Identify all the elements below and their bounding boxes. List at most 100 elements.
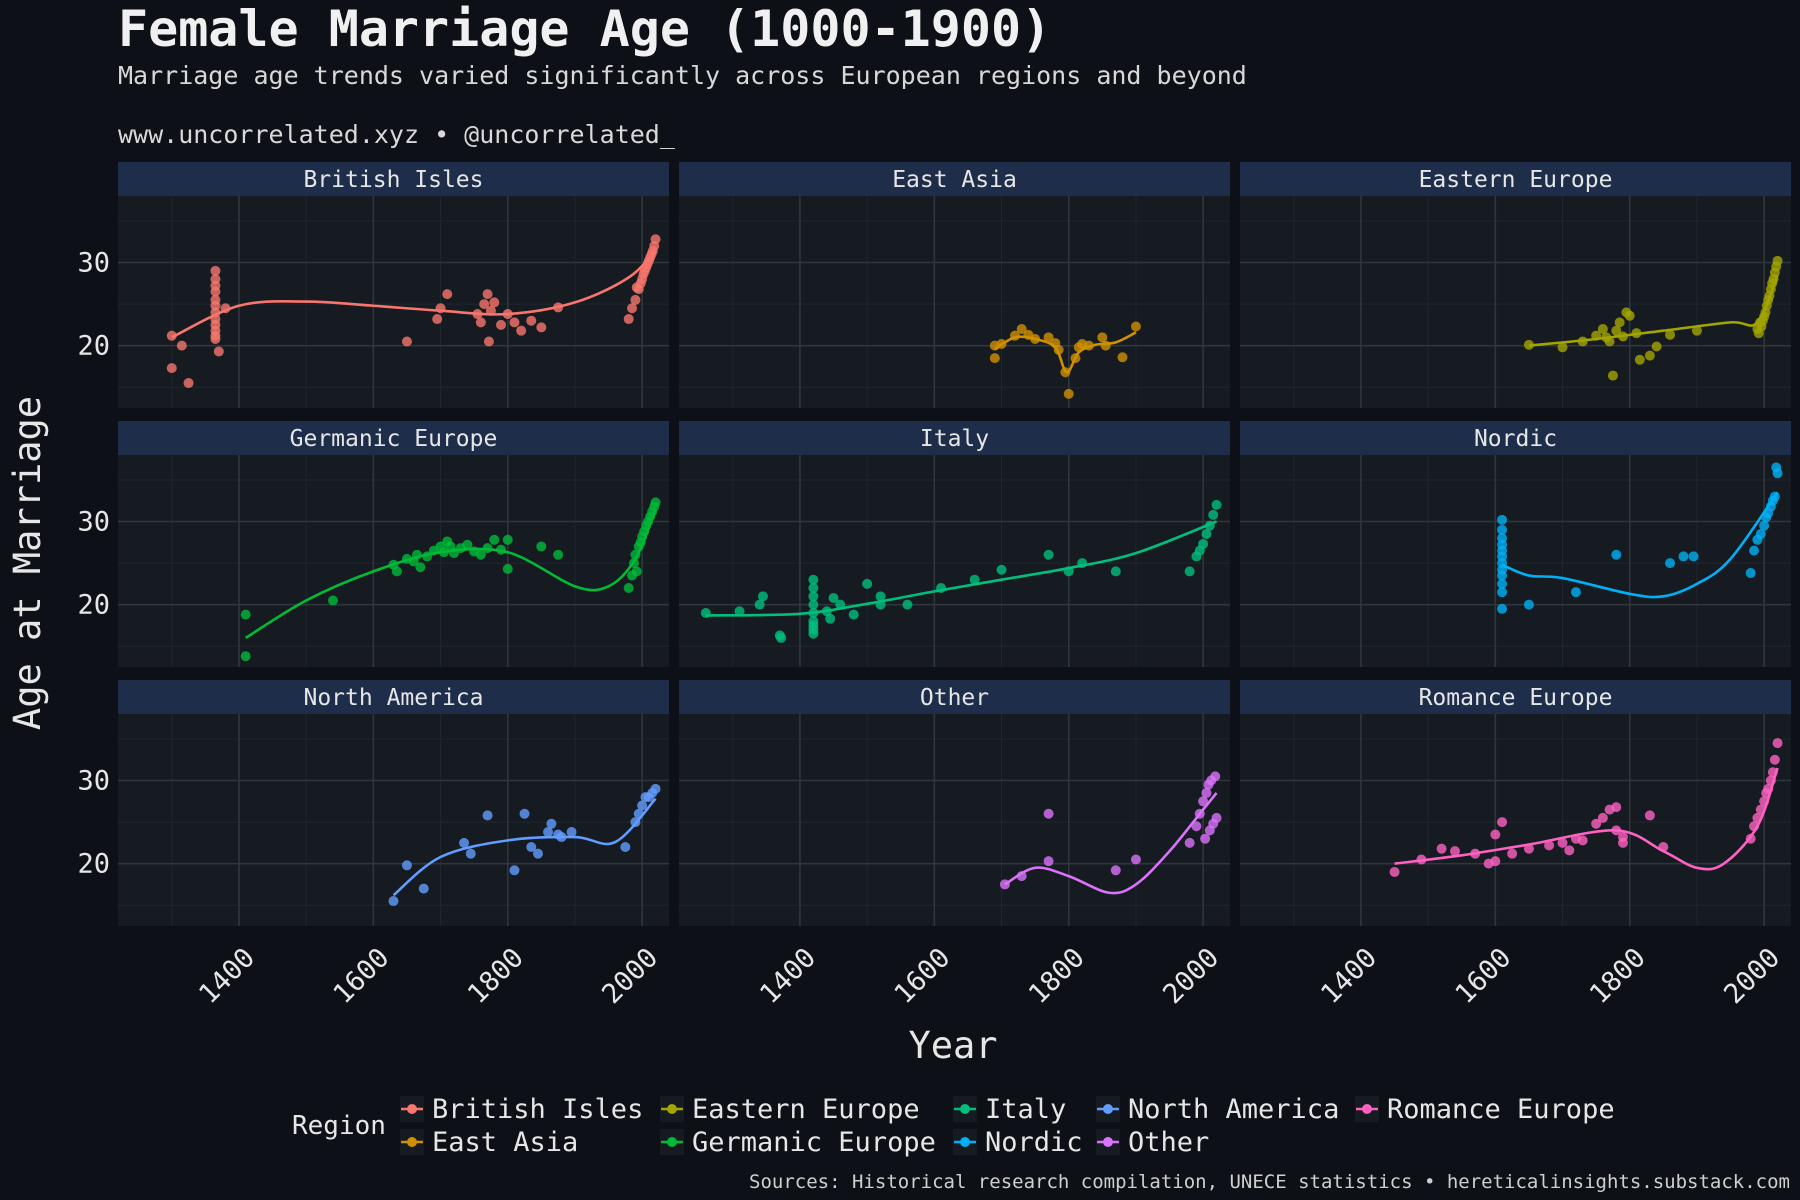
x-tick-label: 1600 bbox=[1450, 942, 1518, 1010]
facet-label: Other bbox=[920, 685, 989, 711]
legend-item-italy: Italy bbox=[953, 1094, 1066, 1125]
data-point bbox=[1607, 370, 1618, 381]
data-point bbox=[1634, 354, 1645, 365]
data-point bbox=[757, 591, 768, 602]
legend-key-dot bbox=[407, 1104, 417, 1114]
facet-strip bbox=[679, 162, 1230, 196]
data-point bbox=[1665, 329, 1676, 340]
legend-key-dot bbox=[1362, 1104, 1372, 1114]
data-point bbox=[543, 827, 554, 838]
legend-label: Eastern Europe bbox=[692, 1094, 920, 1125]
facet-strip bbox=[118, 421, 669, 455]
data-point bbox=[1063, 566, 1074, 577]
data-point bbox=[459, 837, 470, 848]
data-point bbox=[1184, 566, 1195, 577]
data-point bbox=[630, 817, 641, 828]
panel-romance-europe: Romance Europe 1400 1600 1800 2000 bbox=[1240, 680, 1791, 1010]
data-point bbox=[1678, 551, 1689, 562]
data-point bbox=[482, 289, 493, 300]
data-point bbox=[902, 599, 913, 610]
data-point bbox=[1755, 528, 1766, 539]
legend-title: Region bbox=[292, 1111, 386, 1141]
data-point bbox=[1100, 340, 1111, 351]
data-point bbox=[862, 578, 873, 589]
data-point bbox=[472, 309, 483, 320]
data-point bbox=[1769, 491, 1780, 502]
data-point bbox=[754, 599, 765, 610]
data-point bbox=[1497, 514, 1508, 525]
facet-strip bbox=[679, 421, 1230, 455]
facet-strip bbox=[1240, 680, 1791, 714]
data-point bbox=[1597, 812, 1608, 823]
data-point bbox=[220, 303, 231, 314]
data-point bbox=[1618, 331, 1629, 342]
panel-nordic: Nordic bbox=[1240, 421, 1791, 667]
data-point bbox=[1765, 775, 1776, 786]
trend-line bbox=[705, 520, 1218, 617]
data-point bbox=[1755, 804, 1766, 815]
data-point bbox=[623, 583, 634, 594]
facet-strip bbox=[1240, 162, 1791, 196]
data-point bbox=[412, 549, 423, 560]
data-point bbox=[210, 265, 221, 276]
data-point bbox=[1110, 566, 1121, 577]
chart-caption: Sources: Historical research compilation… bbox=[749, 1171, 1790, 1193]
panel-background bbox=[1240, 196, 1791, 408]
data-point bbox=[418, 883, 429, 894]
legend-item-nordic: Nordic bbox=[953, 1127, 1083, 1158]
data-point bbox=[1490, 829, 1501, 840]
facet-label: Romance Europe bbox=[1419, 685, 1613, 711]
data-point bbox=[1009, 330, 1020, 341]
data-point bbox=[1191, 821, 1202, 832]
legend-item-eastern-europe: Eastern Europe bbox=[660, 1094, 920, 1125]
data-point bbox=[1767, 767, 1778, 778]
data-point bbox=[438, 547, 449, 558]
facet-strip bbox=[679, 680, 1230, 714]
facet-strip bbox=[1240, 421, 1791, 455]
data-point bbox=[1030, 333, 1041, 344]
data-point bbox=[1389, 866, 1400, 877]
data-point bbox=[502, 534, 513, 545]
data-point bbox=[388, 896, 399, 907]
panel-background bbox=[679, 714, 1230, 926]
data-point bbox=[1772, 255, 1783, 266]
data-point bbox=[1658, 842, 1669, 853]
trend-line bbox=[392, 797, 657, 897]
data-point bbox=[1507, 848, 1518, 859]
legend-label: Other bbox=[1128, 1127, 1209, 1158]
data-point bbox=[633, 808, 644, 819]
data-point bbox=[401, 336, 412, 347]
data-point bbox=[1763, 783, 1774, 794]
data-point bbox=[1497, 570, 1508, 581]
data-point bbox=[442, 289, 453, 300]
data-point bbox=[1691, 325, 1702, 336]
data-point bbox=[475, 549, 486, 560]
facet-label: East Asia bbox=[892, 167, 1017, 193]
data-point bbox=[1083, 340, 1094, 351]
data-point bbox=[1772, 738, 1783, 749]
data-point bbox=[1110, 865, 1121, 876]
data-point bbox=[1577, 835, 1588, 846]
data-point bbox=[1618, 832, 1629, 843]
data-point bbox=[526, 315, 537, 326]
data-point bbox=[1597, 324, 1608, 335]
data-point bbox=[482, 810, 493, 821]
data-point bbox=[496, 319, 507, 330]
data-point bbox=[627, 303, 638, 314]
data-point bbox=[1117, 352, 1128, 363]
data-point bbox=[1591, 818, 1602, 829]
data-point bbox=[1749, 545, 1760, 556]
data-point bbox=[1211, 499, 1222, 510]
data-point bbox=[166, 363, 177, 374]
panel-background bbox=[679, 196, 1230, 408]
legend-key-dot bbox=[667, 1137, 677, 1147]
x-tick-label: 1800 bbox=[462, 942, 530, 1010]
data-point bbox=[1772, 468, 1783, 479]
data-point bbox=[1497, 578, 1508, 589]
data-point bbox=[1523, 843, 1534, 854]
x-tick-label: 2000 bbox=[596, 942, 664, 1010]
data-point bbox=[1688, 551, 1699, 562]
data-point bbox=[502, 563, 513, 574]
data-point bbox=[1759, 520, 1770, 531]
